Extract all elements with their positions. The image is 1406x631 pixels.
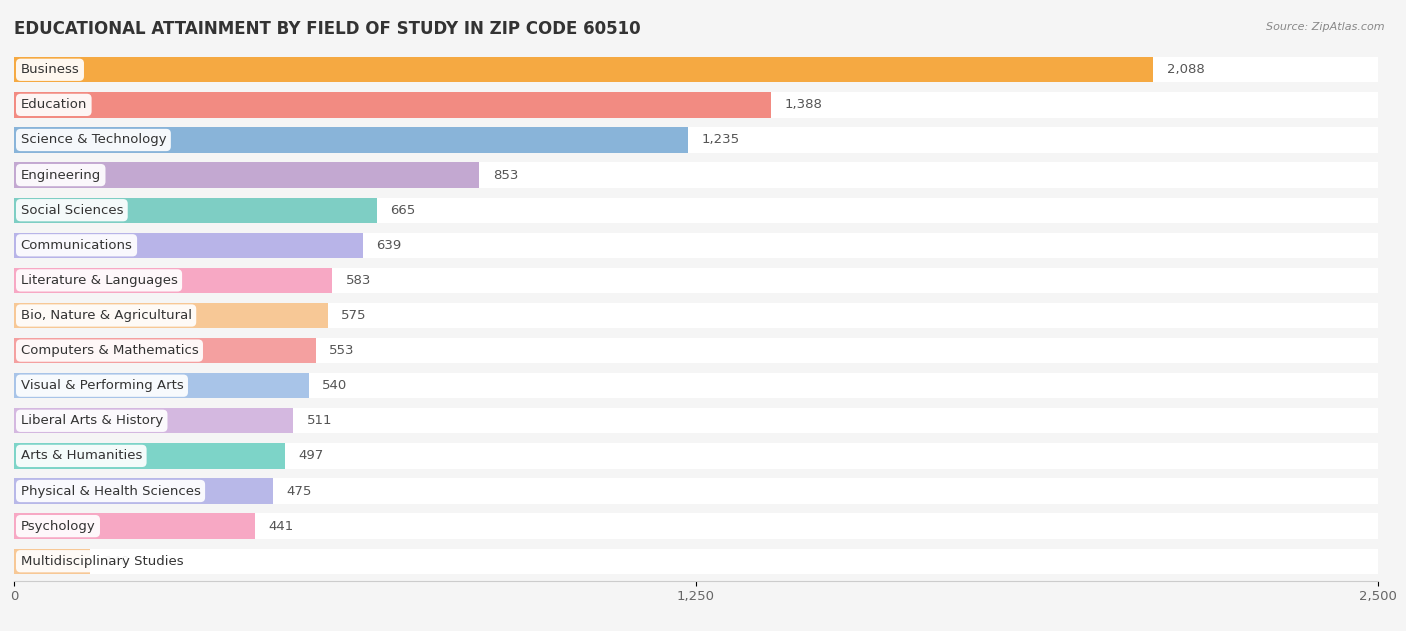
- Text: 1,235: 1,235: [702, 134, 740, 146]
- Text: Multidisciplinary Studies: Multidisciplinary Studies: [21, 555, 183, 568]
- Text: Computers & Mathematics: Computers & Mathematics: [21, 344, 198, 357]
- Text: 583: 583: [346, 274, 371, 287]
- Bar: [14, 443, 285, 469]
- Bar: [14, 373, 1378, 398]
- Text: Communications: Communications: [21, 239, 132, 252]
- Bar: [14, 233, 363, 258]
- Bar: [14, 338, 316, 363]
- Text: Social Sciences: Social Sciences: [21, 204, 124, 216]
- Bar: [14, 127, 1378, 153]
- Bar: [14, 57, 1378, 83]
- Text: 575: 575: [342, 309, 367, 322]
- Text: 853: 853: [494, 168, 519, 182]
- Text: Liberal Arts & History: Liberal Arts & History: [21, 415, 163, 427]
- Text: 2,088: 2,088: [1167, 63, 1205, 76]
- Bar: [14, 443, 1378, 469]
- Text: Engineering: Engineering: [21, 168, 101, 182]
- Text: Bio, Nature & Agricultural: Bio, Nature & Agricultural: [21, 309, 191, 322]
- Bar: [14, 338, 1378, 363]
- Bar: [14, 478, 1378, 504]
- Bar: [14, 408, 292, 433]
- Text: Literature & Languages: Literature & Languages: [21, 274, 177, 287]
- Bar: [14, 127, 688, 153]
- Bar: [14, 233, 1378, 258]
- Bar: [14, 268, 1378, 293]
- Bar: [14, 268, 332, 293]
- Bar: [14, 162, 1378, 188]
- Bar: [14, 303, 328, 328]
- Text: Science & Technology: Science & Technology: [21, 134, 166, 146]
- Bar: [14, 514, 254, 539]
- Text: Physical & Health Sciences: Physical & Health Sciences: [21, 485, 201, 497]
- Text: 1,388: 1,388: [785, 98, 823, 112]
- Text: 511: 511: [307, 415, 332, 427]
- Text: Source: ZipAtlas.com: Source: ZipAtlas.com: [1267, 22, 1385, 32]
- Bar: [14, 303, 1378, 328]
- Bar: [14, 57, 1153, 83]
- Text: Education: Education: [21, 98, 87, 112]
- Text: Visual & Performing Arts: Visual & Performing Arts: [21, 379, 183, 392]
- Bar: [14, 162, 479, 188]
- Text: EDUCATIONAL ATTAINMENT BY FIELD OF STUDY IN ZIP CODE 60510: EDUCATIONAL ATTAINMENT BY FIELD OF STUDY…: [14, 20, 641, 38]
- Bar: [14, 478, 273, 504]
- Text: 553: 553: [329, 344, 354, 357]
- Bar: [14, 198, 377, 223]
- Text: 475: 475: [287, 485, 312, 497]
- Bar: [14, 373, 309, 398]
- Text: 441: 441: [269, 519, 294, 533]
- Text: 140: 140: [104, 555, 129, 568]
- Text: 540: 540: [322, 379, 347, 392]
- Bar: [14, 92, 772, 117]
- Text: 665: 665: [391, 204, 416, 216]
- Text: Psychology: Psychology: [21, 519, 96, 533]
- Text: 639: 639: [377, 239, 402, 252]
- Bar: [14, 548, 1378, 574]
- Text: 497: 497: [299, 449, 323, 463]
- Bar: [14, 408, 1378, 433]
- Bar: [14, 198, 1378, 223]
- Text: Arts & Humanities: Arts & Humanities: [21, 449, 142, 463]
- Bar: [14, 548, 90, 574]
- Text: Business: Business: [21, 63, 79, 76]
- Bar: [14, 92, 1378, 117]
- Bar: [14, 514, 1378, 539]
